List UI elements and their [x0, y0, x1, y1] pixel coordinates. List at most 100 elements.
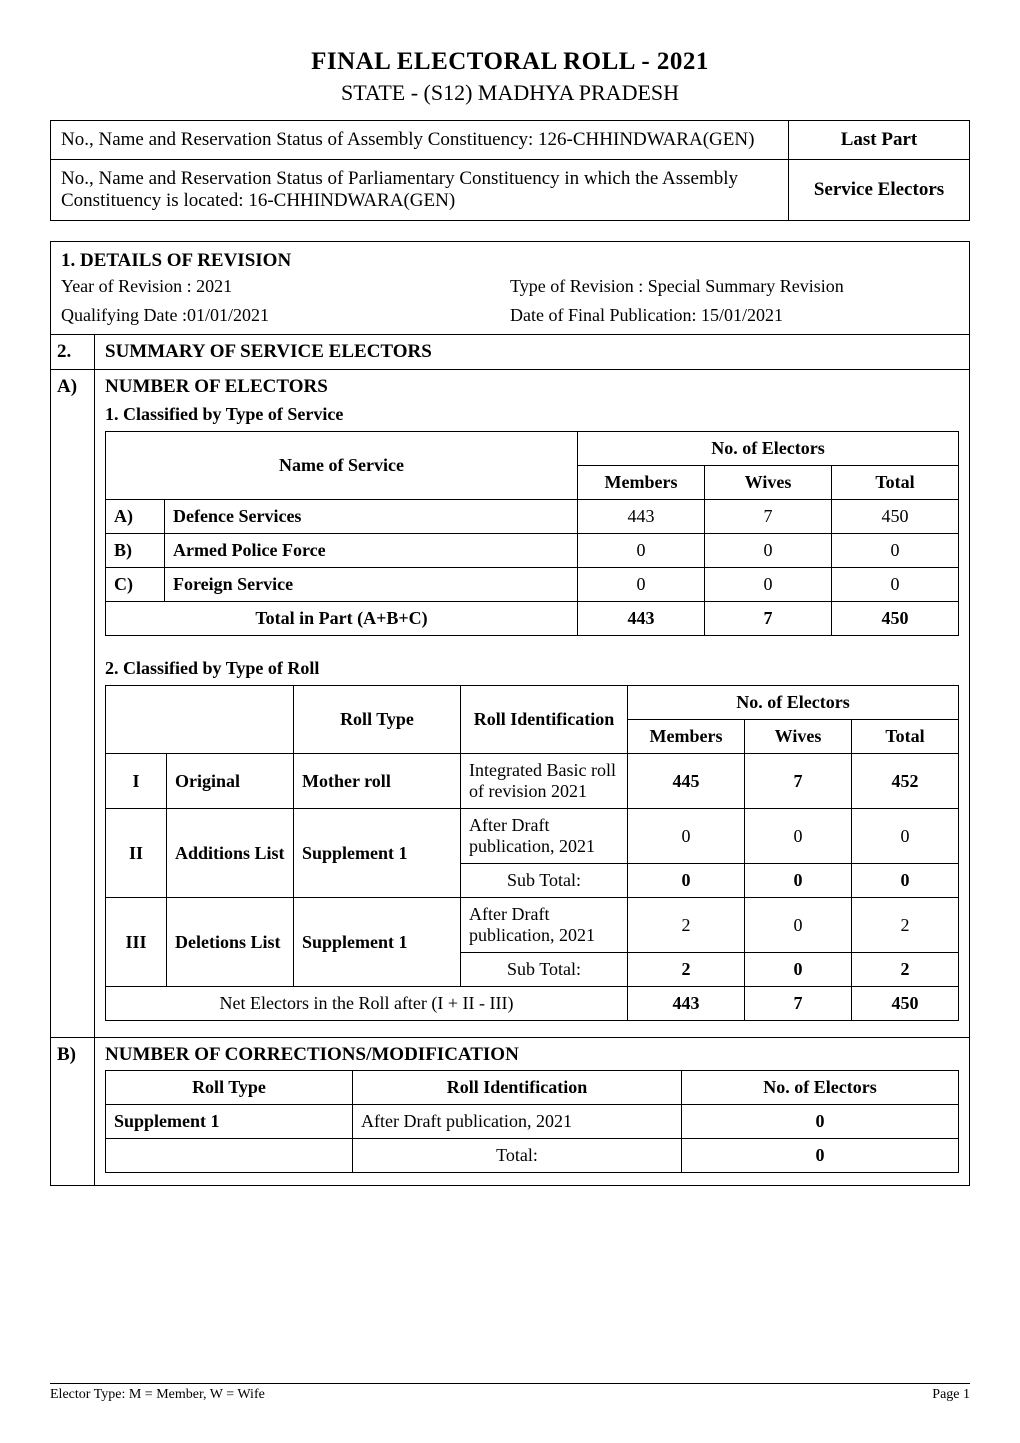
- members-value: 445: [628, 754, 745, 809]
- roll-type-value: Supplement 1: [294, 809, 461, 898]
- service-name: Armed Police Force: [165, 534, 578, 568]
- members-value: 443: [578, 500, 705, 534]
- total-value: 2: [852, 898, 959, 953]
- classified-type-of-service-heading: 1. Classified by Type of Service: [95, 402, 969, 431]
- wives-value: 7: [705, 500, 832, 534]
- wives-value: 0: [745, 809, 852, 864]
- table-row: IOriginalMother rollIntegrated Basic rol…: [106, 754, 959, 809]
- roll-identification-value: Sub Total:: [461, 953, 628, 987]
- name-of-service-header: Name of Service: [106, 432, 578, 500]
- wives-header: Wives: [705, 466, 832, 500]
- section-body: NUMBER OF ELECTORS 1. Classified by Type…: [95, 369, 969, 1037]
- table-row: B)Armed Police Force000: [106, 534, 959, 568]
- wives-value: 0: [745, 953, 852, 987]
- top-box-row: No., Name and Reservation Status of Parl…: [51, 160, 970, 221]
- net-electors-label: Net Electors in the Roll after (I + II -…: [106, 987, 628, 1021]
- table-header-row: Roll Type Roll Identification No. of Ele…: [106, 686, 959, 720]
- total-value: 0: [832, 534, 959, 568]
- roll-identification-value: After Draft publication, 2021: [353, 1105, 682, 1139]
- assembly-constituency-text: No., Name and Reservation Status of Asse…: [51, 121, 789, 160]
- group-number: I: [106, 754, 167, 809]
- total-value: 0: [852, 864, 959, 898]
- roll-type-header: Roll Type: [106, 1071, 353, 1105]
- year-of-revision: Year of Revision : 2021: [61, 276, 510, 297]
- total-value: 0: [832, 568, 959, 602]
- members-value: 2: [628, 953, 745, 987]
- table-row: IIIDeletions ListSupplement 1After Draft…: [106, 898, 959, 953]
- classified-type-of-roll-heading: 2. Classified by Type of Roll: [95, 656, 969, 685]
- total-header: Total: [832, 466, 959, 500]
- table-header-row: Roll Type Roll Identification No. of Ele…: [106, 1071, 959, 1105]
- page-subtitle: STATE - (S12) MADHYA PRADESH: [50, 80, 970, 106]
- service-name: Foreign Service: [165, 568, 578, 602]
- group-name: Deletions List: [167, 898, 294, 987]
- type-of-revision: Type of Revision : Special Summary Revis…: [510, 276, 959, 297]
- corrections-table: Roll Type Roll Identification No. of Ele…: [105, 1070, 959, 1173]
- row-letter: A): [106, 500, 165, 534]
- roll-identification-value: After Draft publication, 2021: [461, 809, 628, 864]
- sections-grid: 2. SUMMARY OF SERVICE ELECTORS A) NUMBER…: [51, 334, 969, 1185]
- no-of-electors-header: No. of Electors: [628, 686, 959, 720]
- roll-identification-value: After Draft publication, 2021: [461, 898, 628, 953]
- roll-type-value: Supplement 1: [106, 1105, 353, 1139]
- total-members: 443: [578, 602, 705, 636]
- wives-value: 0: [745, 898, 852, 953]
- total-row: Total in Part (A+B+C) 443 7 450: [106, 602, 959, 636]
- total-electors: 0: [682, 1139, 959, 1173]
- details-container: 1. DETAILS OF REVISION Year of Revision …: [50, 241, 970, 1186]
- spacer: [95, 1027, 969, 1037]
- total-header: Total: [852, 720, 959, 754]
- section-body: NUMBER OF CORRECTIONS/MODIFICATION Roll …: [95, 1037, 969, 1185]
- wives-header: Wives: [745, 720, 852, 754]
- table-row: Supplement 1After Draft publication, 202…: [106, 1105, 959, 1139]
- last-part-label: Last Part: [789, 121, 970, 160]
- table-row: IIAdditions ListSupplement 1After Draft …: [106, 809, 959, 864]
- page-footer: Elector Type: M = Member, W = Wife Page …: [50, 1383, 970, 1403]
- corrections-heading: NUMBER OF CORRECTIONS/MODIFICATION: [95, 1038, 969, 1070]
- members-value: 0: [578, 534, 705, 568]
- type-of-roll-table: Roll Type Roll Identification No. of Ele…: [105, 685, 959, 1021]
- roll-type-value: Mother roll: [294, 754, 461, 809]
- total-value: 2: [852, 953, 959, 987]
- total-row: Total: 0: [106, 1139, 959, 1173]
- section-body: SUMMARY OF SERVICE ELECTORS: [95, 334, 969, 369]
- wives-value: 0: [705, 568, 832, 602]
- final-publication-date: Date of Final Publication: 15/01/2021: [510, 305, 959, 326]
- net-wives: 7: [745, 987, 852, 1021]
- revision-meta-row: Qualifying Date :01/01/2021 Date of Fina…: [51, 305, 969, 334]
- row-letter: C): [106, 568, 165, 602]
- roll-type-value: Supplement 1: [294, 898, 461, 987]
- roll-identification-header: Roll Identification: [353, 1071, 682, 1105]
- parliamentary-constituency-text: No., Name and Reservation Status of Parl…: [51, 160, 789, 221]
- qualifying-date: Qualifying Date :01/01/2021: [61, 305, 510, 326]
- section-number: 2.: [51, 334, 95, 369]
- group-number: II: [106, 809, 167, 898]
- no-of-electors-header: No. of Electors: [578, 432, 959, 466]
- number-of-electors-heading: NUMBER OF ELECTORS: [95, 370, 969, 402]
- group-name: Original: [167, 754, 294, 809]
- table-row: A)Defence Services4437450: [106, 500, 959, 534]
- members-value: 0: [578, 568, 705, 602]
- net-total: 450: [852, 987, 959, 1021]
- members-header: Members: [628, 720, 745, 754]
- total-wives: 7: [705, 602, 832, 636]
- total-value: 0: [852, 809, 959, 864]
- spacer: [95, 642, 969, 656]
- roll-identification-value: Integrated Basic roll of revision 2021: [461, 754, 628, 809]
- net-members: 443: [628, 987, 745, 1021]
- members-value: 0: [628, 864, 745, 898]
- service-name: Defence Services: [165, 500, 578, 534]
- net-electors-row: Net Electors in the Roll after (I + II -…: [106, 987, 959, 1021]
- group-number: III: [106, 898, 167, 987]
- wives-value: 0: [705, 534, 832, 568]
- revision-meta-row: Year of Revision : 2021 Type of Revision…: [51, 276, 969, 305]
- total-total: 450: [832, 602, 959, 636]
- top-box-row: No., Name and Reservation Status of Asse…: [51, 121, 970, 160]
- row-letter: B): [106, 534, 165, 568]
- type-of-service-table: Name of Service No. of Electors Members …: [105, 431, 959, 636]
- summary-heading: SUMMARY OF SERVICE ELECTORS: [95, 335, 969, 367]
- group-name: Additions List: [167, 809, 294, 898]
- page-title: FINAL ELECTORAL ROLL - 2021: [50, 48, 970, 76]
- details-heading: 1. DETAILS OF REVISION: [51, 242, 969, 276]
- wives-value: 7: [745, 754, 852, 809]
